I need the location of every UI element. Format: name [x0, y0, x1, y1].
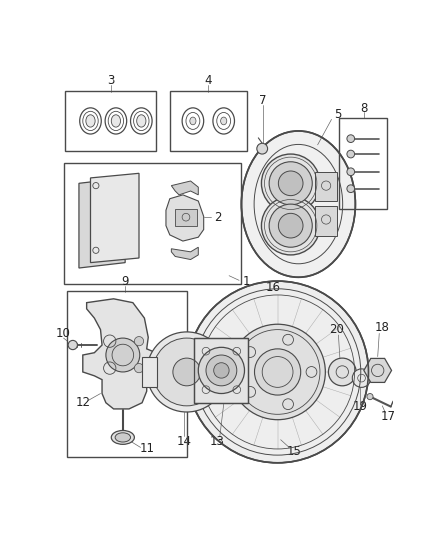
Polygon shape — [171, 181, 198, 195]
Circle shape — [269, 161, 312, 205]
Bar — [315, 206, 337, 236]
Bar — [170, 91, 247, 151]
Circle shape — [230, 324, 325, 419]
Bar — [194, 338, 248, 403]
Text: 5: 5 — [334, 108, 341, 120]
Bar — [194, 338, 248, 403]
Circle shape — [347, 168, 355, 175]
Circle shape — [214, 363, 229, 378]
Ellipse shape — [190, 117, 196, 125]
Bar — [65, 91, 156, 151]
Text: 16: 16 — [265, 281, 280, 294]
Circle shape — [328, 358, 356, 386]
Bar — [142, 357, 158, 387]
Text: 15: 15 — [287, 445, 302, 458]
Circle shape — [147, 332, 227, 412]
Circle shape — [254, 349, 301, 395]
Ellipse shape — [115, 433, 131, 442]
Ellipse shape — [111, 431, 134, 445]
Circle shape — [279, 171, 303, 196]
Circle shape — [269, 204, 312, 247]
Circle shape — [206, 355, 237, 386]
Circle shape — [173, 358, 201, 386]
Polygon shape — [171, 247, 198, 260]
Text: 2: 2 — [214, 211, 221, 224]
Circle shape — [134, 336, 144, 346]
Text: 20: 20 — [329, 323, 344, 336]
Text: 12: 12 — [75, 396, 90, 409]
Text: 13: 13 — [210, 435, 225, 448]
Bar — [315, 172, 337, 201]
Text: 11: 11 — [139, 442, 154, 456]
Bar — [67, 291, 187, 457]
Circle shape — [261, 154, 320, 213]
Circle shape — [347, 185, 355, 192]
Text: 9: 9 — [121, 276, 129, 288]
Text: 10: 10 — [56, 327, 71, 340]
Ellipse shape — [221, 117, 227, 125]
Text: 18: 18 — [375, 321, 390, 334]
Circle shape — [347, 135, 355, 142]
Circle shape — [68, 341, 78, 350]
Circle shape — [134, 364, 144, 373]
Circle shape — [187, 281, 368, 463]
Circle shape — [347, 150, 355, 158]
Circle shape — [106, 338, 140, 372]
Bar — [339, 118, 387, 209]
Text: 17: 17 — [381, 410, 396, 423]
Ellipse shape — [86, 115, 95, 127]
Circle shape — [198, 348, 244, 393]
Polygon shape — [91, 173, 139, 263]
Text: 8: 8 — [360, 102, 367, 115]
Polygon shape — [364, 358, 392, 382]
Polygon shape — [166, 195, 204, 241]
Circle shape — [367, 393, 373, 400]
Text: 14: 14 — [177, 435, 192, 448]
Bar — [64, 163, 240, 284]
Circle shape — [257, 143, 268, 154]
Circle shape — [153, 338, 221, 406]
Circle shape — [352, 369, 371, 387]
Circle shape — [261, 196, 320, 255]
Text: 4: 4 — [205, 75, 212, 87]
Ellipse shape — [241, 131, 355, 277]
Bar — [175, 209, 197, 225]
Polygon shape — [79, 178, 125, 268]
Circle shape — [279, 213, 303, 238]
Ellipse shape — [137, 115, 146, 127]
Text: 3: 3 — [108, 75, 115, 87]
Polygon shape — [83, 299, 167, 409]
Text: 7: 7 — [259, 94, 267, 107]
Text: 1: 1 — [243, 276, 251, 288]
Ellipse shape — [111, 115, 120, 127]
Bar — [216, 357, 231, 387]
Text: 19: 19 — [353, 400, 367, 413]
